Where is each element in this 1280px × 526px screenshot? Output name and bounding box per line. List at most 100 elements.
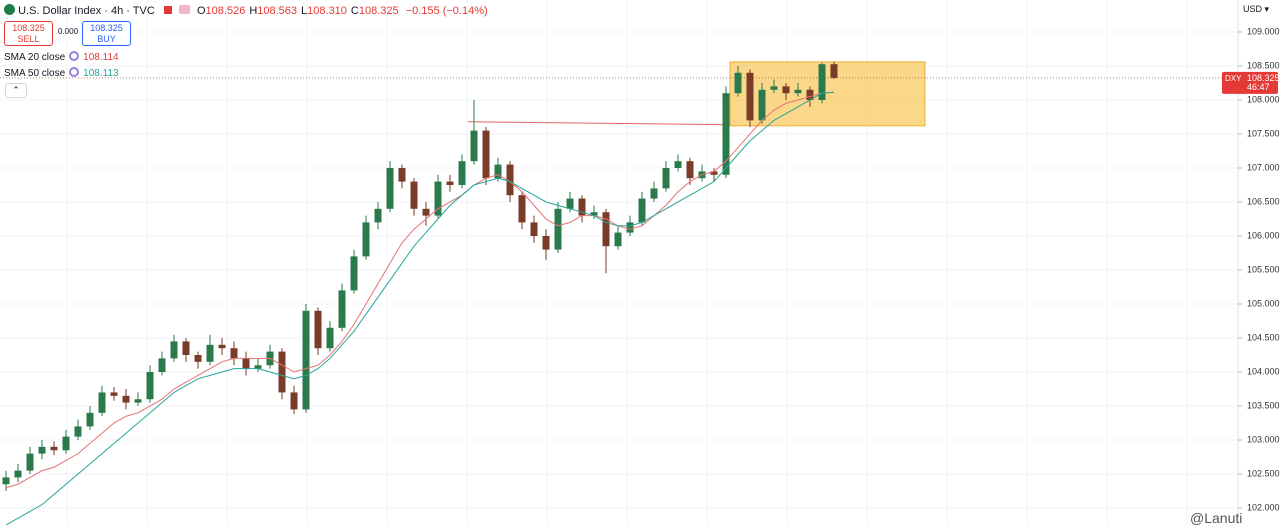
ohlc-label: H	[249, 5, 258, 17]
candle-body	[626, 222, 634, 233]
buy-button[interactable]: 108.325 BUY	[82, 21, 131, 46]
change: −0.155 (−0.14%)	[405, 5, 488, 17]
candle-body	[134, 399, 142, 403]
symbol[interactable]: U.S. Dollar Index · 4h · TVC	[18, 5, 155, 17]
candle-body	[122, 395, 130, 403]
level-line	[467, 121, 731, 126]
candle-body	[614, 232, 622, 247]
ohlc-label: L	[301, 5, 308, 17]
settings-icon[interactable]	[69, 67, 80, 77]
candle-body	[338, 290, 346, 328]
candle-body	[818, 64, 826, 100]
candle-body	[470, 130, 478, 162]
candle-body	[638, 198, 646, 223]
y-tick-label: 106.000	[1247, 230, 1280, 240]
y-tick-label: 107.500	[1247, 128, 1280, 138]
candle-body	[170, 341, 178, 359]
price-tag-symbol: DXY	[1225, 74, 1242, 83]
settings-icon[interactable]	[69, 51, 80, 61]
candle-body	[254, 365, 262, 369]
candle-body	[50, 446, 58, 451]
candle-body	[182, 341, 190, 356]
ohlc-value: 108.526	[205, 5, 246, 17]
legend-header: U.S. Dollar Index · 4h · TVC O108.526 H10…	[4, 4, 488, 17]
candle-body	[578, 198, 586, 216]
candle-body	[422, 208, 430, 216]
y-tick-label: 103.000	[1247, 434, 1280, 444]
collapse-button[interactable]: ⌃	[5, 83, 27, 98]
candle-body	[398, 167, 406, 182]
candle-body	[194, 355, 202, 362]
symbol-icon	[4, 4, 15, 15]
candle-body	[26, 453, 34, 471]
candle-body	[830, 64, 838, 78]
candle-body	[302, 310, 310, 410]
alert-icon[interactable]	[178, 5, 190, 14]
candle-body	[434, 181, 442, 216]
sma50-value: 108.113	[83, 68, 119, 79]
candle-body	[74, 426, 82, 437]
candle-body	[242, 358, 250, 369]
candle-body	[482, 130, 490, 179]
ohlc: O108.526 H108.563 L108.310 C108.325	[197, 5, 403, 17]
y-tick-label: 108.000	[1247, 94, 1280, 104]
candle-body	[518, 195, 526, 223]
candle-body	[590, 212, 598, 216]
candle-body	[662, 167, 670, 189]
candle-body	[650, 188, 658, 199]
candle-body	[722, 93, 730, 175]
y-tick-label: 103.500	[1247, 400, 1280, 410]
candle-body	[62, 436, 70, 451]
candle-body	[374, 208, 382, 223]
sell-button[interactable]: 108.325 SELL	[4, 21, 53, 46]
candle-body	[494, 164, 502, 179]
candle-body	[2, 477, 10, 485]
y-tick-label: 108.500	[1247, 60, 1280, 70]
candle-body	[110, 392, 118, 396]
y-tick-label: 106.500	[1247, 196, 1280, 206]
sma20-value: 108.114	[83, 52, 119, 63]
ohlc-label: O	[196, 5, 206, 17]
candle-body	[770, 86, 778, 90]
candle-body	[782, 86, 790, 94]
price-tag	[1222, 71, 1278, 94]
y-tick-label: 102.000	[1247, 502, 1280, 512]
buy-label: BUY	[97, 34, 116, 44]
candle-body	[386, 167, 394, 209]
grid	[0, 0, 1238, 525]
y-tick-label: 104.500	[1247, 332, 1280, 342]
ohlc-item: L108.310	[301, 5, 347, 17]
y-tick-label: 105.500	[1247, 264, 1280, 274]
currency-menu[interactable]: USD ▾	[1243, 4, 1270, 14]
y-tick-label: 105.000	[1247, 298, 1280, 308]
candle-body	[566, 198, 574, 209]
sma-line	[5, 91, 835, 525]
candle-body	[758, 89, 766, 121]
candle-body	[14, 470, 22, 478]
watermark: @Lanuti	[1190, 510, 1243, 526]
candle-body	[410, 181, 418, 209]
ohlc-item: O108.526	[197, 5, 245, 17]
candle-body	[38, 446, 46, 454]
sma20-legend: SMA 20 close 108.114	[4, 51, 119, 63]
candle-body	[734, 72, 742, 94]
sma50-legend: SMA 50 close 108.113	[4, 67, 119, 79]
y-tick-label: 107.000	[1247, 162, 1280, 172]
ohlc-value: 108.563	[257, 5, 298, 17]
candle-body	[206, 344, 214, 362]
candle-body	[362, 222, 370, 257]
sma50-name: SMA 50 close	[4, 68, 66, 79]
sell-price: 108.325	[12, 23, 45, 33]
candle-body	[686, 161, 694, 179]
candle-body	[506, 164, 514, 196]
candle-body	[674, 161, 682, 168]
candle-body	[314, 310, 322, 349]
flag[interactable]	[163, 6, 172, 14]
y-tick-label: 104.000	[1247, 366, 1280, 376]
sma-line	[5, 91, 835, 489]
ohlc-item: C108.325	[351, 5, 399, 17]
price-tag-price: 108.325	[1247, 73, 1280, 83]
spread: 0.000	[58, 27, 79, 36]
candle-body	[554, 208, 562, 250]
